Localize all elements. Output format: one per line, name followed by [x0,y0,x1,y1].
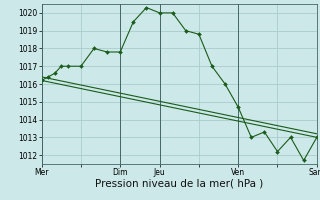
X-axis label: Pression niveau de la mer( hPa ): Pression niveau de la mer( hPa ) [95,179,263,189]
